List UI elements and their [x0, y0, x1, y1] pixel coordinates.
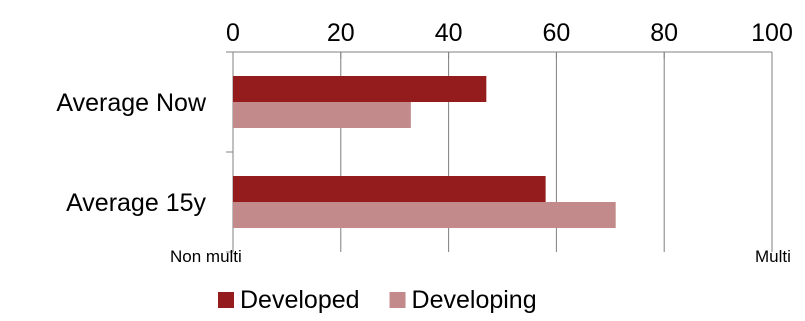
x-tick-labels: 0 20 40 60 80 100 [226, 19, 793, 47]
legend-label-developed: Developed [240, 286, 360, 314]
legend: Developed Developing [218, 286, 537, 314]
bars [233, 76, 616, 228]
category-labels: Average Now Average 15y [56, 89, 207, 217]
annotation-non-multi: Non multi [170, 247, 242, 266]
x-tick-label-20: 20 [327, 19, 355, 47]
bar-developing-average-15y [233, 202, 616, 228]
bar-developed-average-15y [233, 176, 546, 202]
bar-developed-average-now [233, 76, 487, 102]
annotation-multi: Multi [755, 247, 791, 266]
bar-developing-average-now [233, 102, 411, 128]
legend-label-developing: Developing [412, 286, 537, 314]
x-tick-label-60: 60 [542, 19, 570, 47]
category-label-average-15y: Average 15y [66, 189, 206, 217]
x-tick-label-0: 0 [226, 19, 240, 47]
x-tick-label-40: 40 [435, 19, 463, 47]
legend-swatch-developing [389, 292, 406, 308]
x-tick-label-100: 100 [751, 19, 793, 47]
legend-swatch-developed [218, 292, 234, 308]
category-label-average-now: Average Now [56, 89, 207, 117]
x-tick-label-80: 80 [650, 19, 678, 47]
